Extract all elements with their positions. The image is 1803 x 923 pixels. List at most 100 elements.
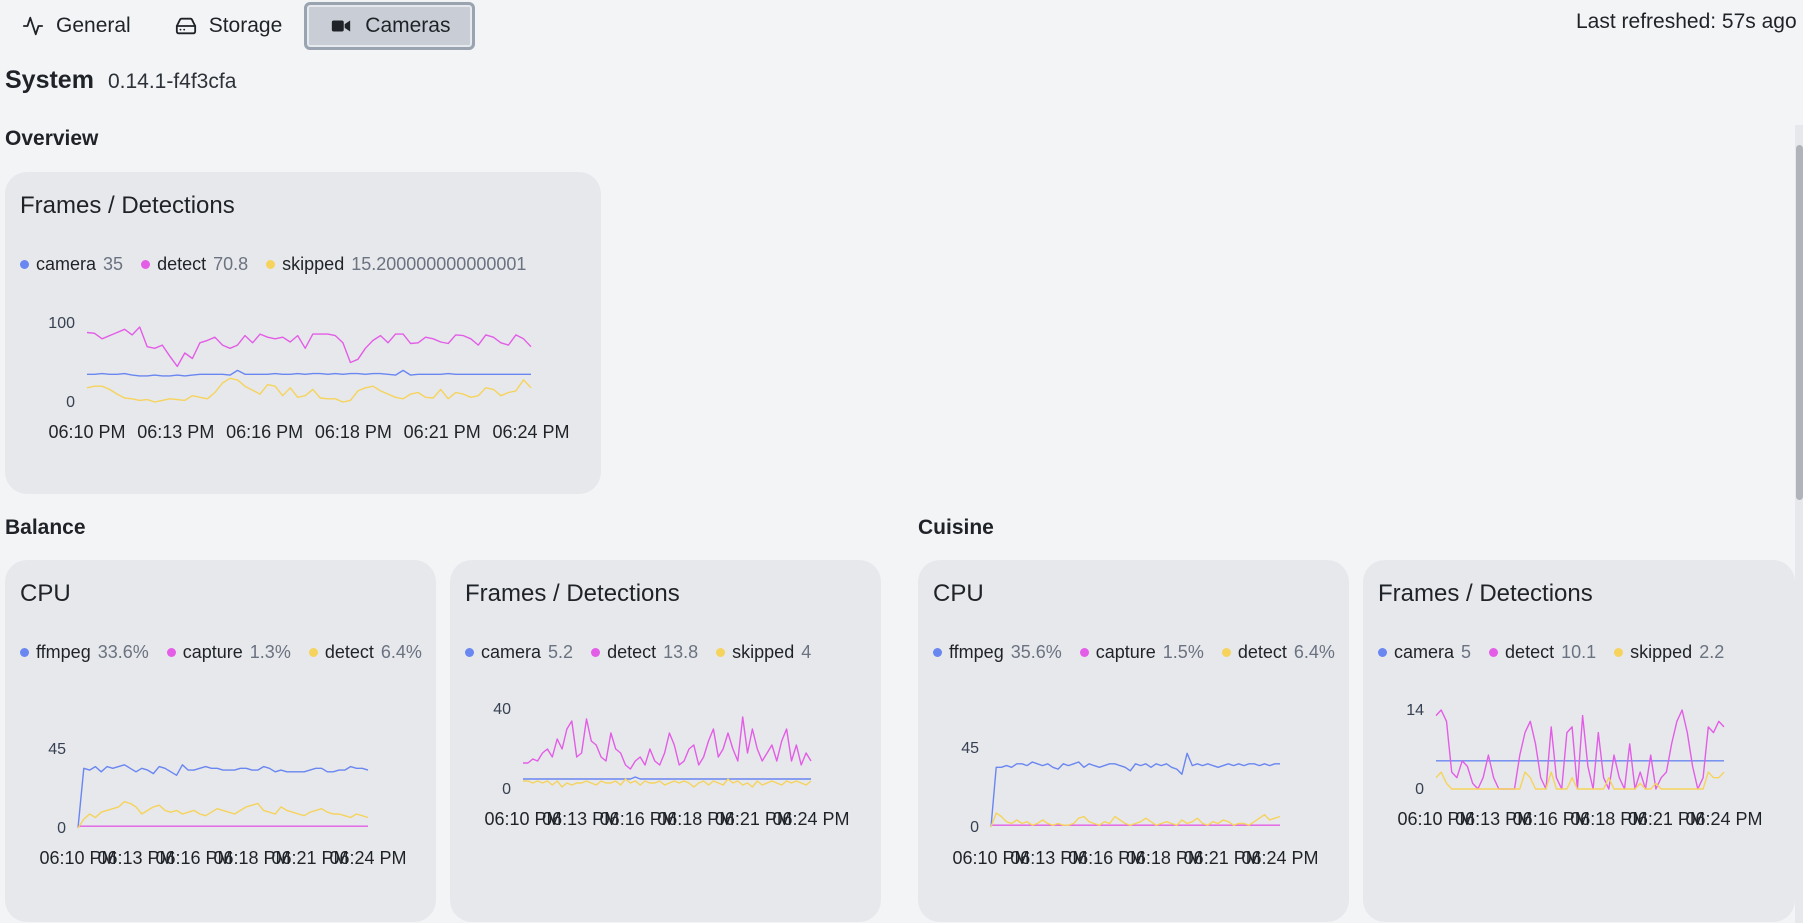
legend-item-detect[interactable]: detect 6.4%: [1221, 642, 1335, 663]
legend-dot-icon: [1221, 648, 1231, 657]
legend-dot-icon: [141, 260, 151, 269]
scrollbar-track[interactable]: [1795, 125, 1803, 923]
legend-item-ffmpeg[interactable]: ffmpeg 35.6%: [933, 642, 1062, 663]
legend-item-camera[interactable]: camera 35: [20, 254, 123, 275]
y-tick-label: 0: [502, 781, 511, 798]
legend-dot-icon: [20, 260, 29, 269]
legend-item-skipped[interactable]: skipped 15.200000000000001: [266, 254, 526, 275]
legend-series-name: detect: [1505, 642, 1555, 662]
legend-series-value: 70.8: [213, 254, 249, 274]
x-tick-label: 06:18 PM: [315, 422, 392, 442]
legend-item-skipped[interactable]: skipped 4: [716, 642, 811, 663]
tab-storage[interactable]: Storage: [153, 2, 305, 50]
legend-series-name: ffmpeg: [949, 642, 1004, 662]
legend-item-detect[interactable]: detect 70.8: [141, 254, 248, 275]
legend-series-value: 4: [801, 642, 812, 662]
scrollbar-thumb[interactable]: [1796, 145, 1803, 500]
legend-series-name: camera: [481, 642, 542, 662]
legend-dot-icon: [591, 648, 601, 657]
x-tick-label: 06:13 PM: [137, 422, 214, 442]
legend-series-value: 6.4%: [380, 642, 422, 662]
x-tick-label: 06:16 PM: [600, 809, 677, 829]
overview-frames-card: Frames / Detections camera 35 detect 70.8 sk…: [5, 172, 601, 494]
section-overview: Overview: [5, 127, 99, 150]
legend-item-detect[interactable]: detect 13.8: [591, 642, 698, 663]
card-title: CPU: [20, 580, 71, 607]
card-title: Frames / Detections: [20, 192, 235, 219]
legend-item-capture[interactable]: capture 1.3%: [166, 642, 291, 663]
y-tick-label: 45: [48, 741, 66, 758]
tab-cameras[interactable]: Cameras: [304, 2, 476, 50]
tab-label: General: [56, 14, 131, 37]
legend-dot-icon: [1489, 648, 1499, 657]
chart-legend: ffmpeg 33.6% capture 1.3% detect 6.4%: [20, 642, 426, 663]
series-line-skipped: [1435, 771, 1725, 790]
x-tick-label: 06:13 PM: [1010, 848, 1087, 868]
series-line-ffmpeg: [990, 752, 1280, 828]
x-tick-label: 06:24 PM: [772, 809, 849, 829]
cuisine-cpu-card: CPU ffmpeg 35.6% capture 1.5% detect 6.4% 0 45…: [918, 560, 1349, 922]
legend-series-name: skipped: [1630, 642, 1693, 662]
card-title: Frames / Detections: [1378, 580, 1593, 607]
x-tick-label: 06:21 PM: [404, 422, 481, 442]
section-cuisine: Cuisine: [918, 516, 994, 539]
series-line-skipped: [523, 778, 812, 788]
legend-dot-icon: [1378, 648, 1387, 657]
legend-item-detect[interactable]: detect 6.4%: [308, 642, 422, 663]
chart-legend: camera 35 detect 70.8 skipped 15.200000000000…: [20, 254, 591, 275]
series-line-camera: [87, 369, 531, 377]
legend-item-capture[interactable]: capture 1.5%: [1079, 642, 1204, 663]
legend-item-detect[interactable]: detect 10.1: [1489, 642, 1596, 663]
legend-item-camera[interactable]: camera 5: [1378, 642, 1471, 663]
chart-legend: camera 5 detect 10.1 skipped 2.2: [1378, 642, 1785, 663]
y-tick-label: 100: [48, 315, 75, 332]
cuisine-frames-card: Frames / Detections camera 5 detect 10.1 ski…: [1363, 560, 1795, 922]
legend-item-camera[interactable]: camera 5.2: [465, 642, 573, 663]
legend-series-value: 5: [1461, 642, 1472, 662]
x-tick-label: 06:13 PM: [1455, 809, 1532, 829]
tab-label: Storage: [208, 14, 283, 37]
frames-detections-chart: 0 100 06:10 PM 06:13 PM 06:16 PM 06:18 PM 06:2…: [48, 315, 569, 442]
series-line-detect: [77, 800, 369, 829]
legend-item-skipped[interactable]: skipped 2.2: [1614, 642, 1724, 663]
legend-series-name: detect: [1237, 642, 1287, 662]
series-line-camera: [523, 776, 811, 780]
x-tick-label: 06:13 PM: [542, 809, 619, 829]
page-title: System: [5, 66, 94, 94]
legend-dot-icon: [1079, 648, 1089, 657]
legend-series-name: camera: [36, 254, 97, 274]
legend-series-value: 10.1: [1561, 642, 1597, 662]
hard-drive-icon: [175, 15, 197, 37]
x-tick-label: 06:21 PM: [1628, 809, 1705, 829]
x-tick-label: 06:16 PM: [1068, 848, 1145, 868]
series-line-ffmpeg: [77, 764, 369, 829]
version-label: 0.14.1-f4f3cfa: [107, 70, 237, 93]
x-tick-label: 06:24 PM: [329, 848, 406, 868]
x-tick-label: 06:24 PM: [1241, 848, 1318, 868]
legend-series-name: detect: [607, 642, 657, 662]
y-tick-label: 0: [57, 820, 66, 837]
card-title: Frames / Detections: [465, 580, 680, 607]
legend-series-value: 2.2: [1699, 642, 1725, 662]
balance-frames-card: Frames / Detections camera 5.2 detect 13.8 s…: [450, 560, 881, 922]
section-balance: Balance: [5, 516, 86, 539]
legend-dot-icon: [166, 648, 176, 657]
legend-series-value: 33.6%: [97, 642, 149, 662]
card-title: CPU: [933, 580, 984, 607]
x-tick-label: 06:10 PM: [1397, 809, 1474, 829]
x-tick-label: 06:18 PM: [213, 848, 290, 868]
legend-series-name: skipped: [732, 642, 795, 662]
y-tick-label: 0: [66, 394, 75, 411]
legend-item-ffmpeg[interactable]: ffmpeg 33.6%: [20, 642, 149, 663]
x-tick-label: 06:18 PM: [1570, 809, 1647, 829]
x-tick-label: 06:21 PM: [715, 809, 792, 829]
series-line-detect: [990, 812, 1281, 828]
tab-general[interactable]: General: [0, 2, 153, 50]
legend-series-value: 15.200000000000001: [351, 254, 527, 274]
x-tick-label: 06:10 PM: [39, 848, 116, 868]
x-tick-label: 06:24 PM: [1685, 809, 1762, 829]
legend-series-name: detect: [324, 642, 374, 662]
